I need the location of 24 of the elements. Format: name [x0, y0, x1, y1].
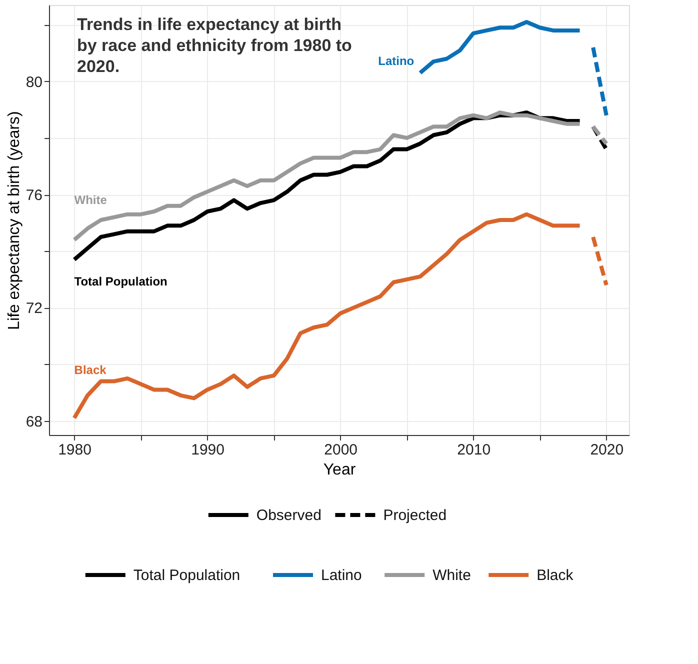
x-tick-label: 2010: [457, 442, 491, 458]
y-tick-label: 80: [26, 74, 42, 91]
text: Latino: [378, 54, 414, 68]
y-tick-label: 68: [26, 413, 42, 430]
y-axis-title: Life expectancy at birth (years): [6, 111, 23, 330]
legend-label: White: [432, 567, 471, 584]
legend-label: Total Population: [133, 567, 240, 584]
y-tick-label: 76: [26, 187, 42, 204]
text: Trends in life expectancy at birth by race and ethnicity from 1980 to 2020.: [77, 15, 352, 76]
legend-label: Latino: [321, 567, 362, 584]
text: Projected: [383, 507, 447, 524]
x-tick-label: 1980: [58, 442, 92, 458]
text: Black: [74, 363, 106, 378]
text: Observed: [256, 507, 322, 524]
x-tick-label: 2020: [590, 442, 624, 458]
legend-label: Black: [536, 567, 574, 584]
text: Total Population: [74, 274, 168, 289]
x-tick-label: 1990: [191, 442, 224, 458]
line-series: [72, 212, 582, 420]
x-axis-title: Year: [323, 462, 356, 478]
x-tick-label: 2000: [324, 442, 358, 458]
text: White: [74, 192, 107, 207]
y-tick-label: 72: [26, 300, 42, 318]
line-series: [418, 20, 582, 75]
